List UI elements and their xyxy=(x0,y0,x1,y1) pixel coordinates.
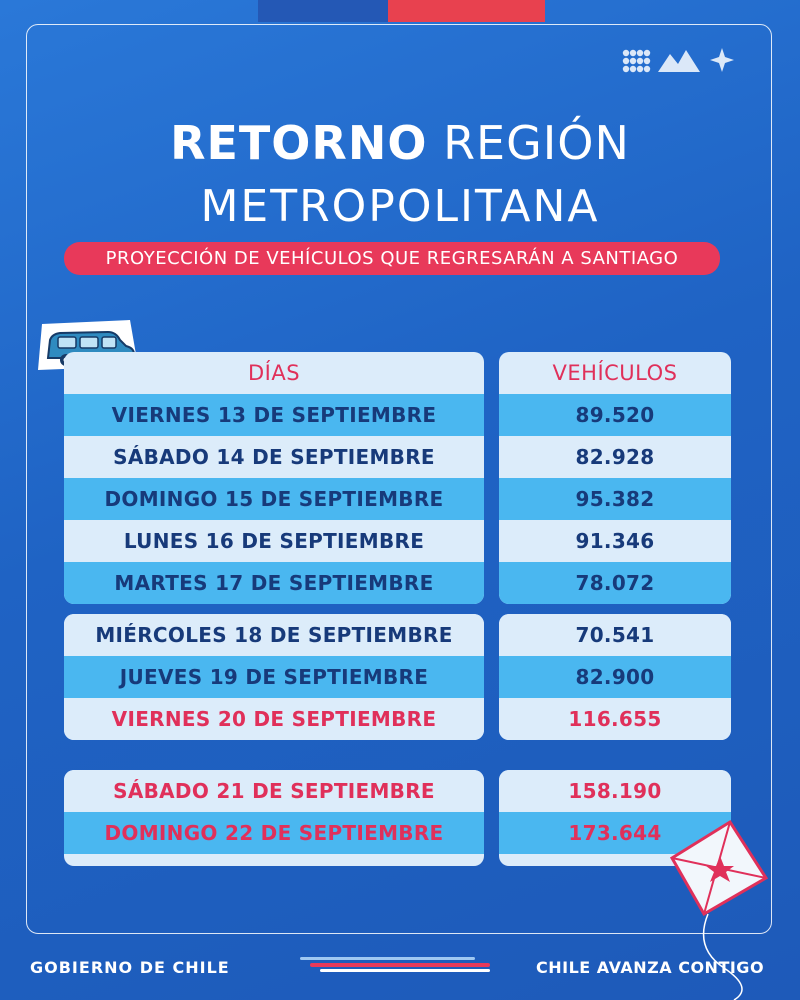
vehicle-cell: 78.072 xyxy=(499,562,731,604)
days-panel-2: MIÉRCOLES 18 DE SEPTIEMBRE JUEVES 19 DE … xyxy=(64,614,484,740)
vehicle-cell: 82.928 xyxy=(499,436,731,478)
footer-government: GOBIERNO DE CHILE xyxy=(30,958,230,977)
vehicle-cell: 158.190 xyxy=(499,770,731,812)
day-cell: VIERNES 13 DE SEPTIEMBRE xyxy=(64,394,484,436)
top-flag-stripe xyxy=(258,0,545,22)
day-cell: SÁBADO 14 DE SEPTIEMBRE xyxy=(64,436,484,478)
car-icon xyxy=(38,320,138,370)
footer-slogan: CHILE AVANZA CONTIGO xyxy=(536,958,765,977)
footer-decor-stripes xyxy=(300,957,490,972)
day-cell: MIÉRCOLES 18 DE SEPTIEMBRE xyxy=(64,614,484,656)
day-cell: MARTES 17 DE SEPTIEMBRE xyxy=(64,562,484,604)
vehicle-cell: 91.346 xyxy=(499,520,731,562)
content-frame xyxy=(26,24,772,934)
days-panel-1: DÍAS VIERNES 13 DE SEPTIEMBRE SÁBADO 14 … xyxy=(64,352,484,604)
day-cell: DOMINGO 15 DE SEPTIEMBRE xyxy=(64,478,484,520)
col-header-days: DÍAS xyxy=(247,361,301,385)
title-line-1: RETORNO REGIÓN xyxy=(0,116,800,170)
title-light: REGIÓN xyxy=(443,116,630,170)
title-line-2: METROPOLITANA xyxy=(200,181,600,232)
day-cell: JUEVES 19 DE SEPTIEMBRE xyxy=(64,656,484,698)
flag-blue xyxy=(258,0,388,22)
col-header-vehicles: VEHÍCULOS xyxy=(552,361,678,385)
day-cell: LUNES 16 DE SEPTIEMBRE xyxy=(64,520,484,562)
vehicle-cell: 116.655 xyxy=(499,698,731,740)
day-cell: VIERNES 20 DE SEPTIEMBRE xyxy=(64,698,484,740)
vehicles-panel-1: VEHÍCULOS 89.520 82.928 95.382 91.346 78… xyxy=(499,352,731,604)
days-panel-3: SÁBADO 21 DE SEPTIEMBRE DOMINGO 22 DE SE… xyxy=(64,770,484,866)
title-bold: RETORNO xyxy=(170,116,428,170)
subtitle-banner: PROYECCIÓN DE VEHÍCULOS QUE REGRESARÁN A… xyxy=(64,242,720,275)
vehicle-cell: 95.382 xyxy=(499,478,731,520)
flag-red xyxy=(388,0,545,22)
brand-logo-icon xyxy=(622,48,734,73)
day-cell: DOMINGO 22 DE SEPTIEMBRE xyxy=(64,812,484,854)
vehicle-cell: 70.541 xyxy=(499,614,731,656)
kite-icon xyxy=(669,819,769,1000)
vehicle-cell: 82.900 xyxy=(499,656,731,698)
vehicles-panel-2: 70.541 82.900 116.655 xyxy=(499,614,731,740)
vehicle-cell: 89.520 xyxy=(499,394,731,436)
day-cell: SÁBADO 21 DE SEPTIEMBRE xyxy=(64,770,484,812)
